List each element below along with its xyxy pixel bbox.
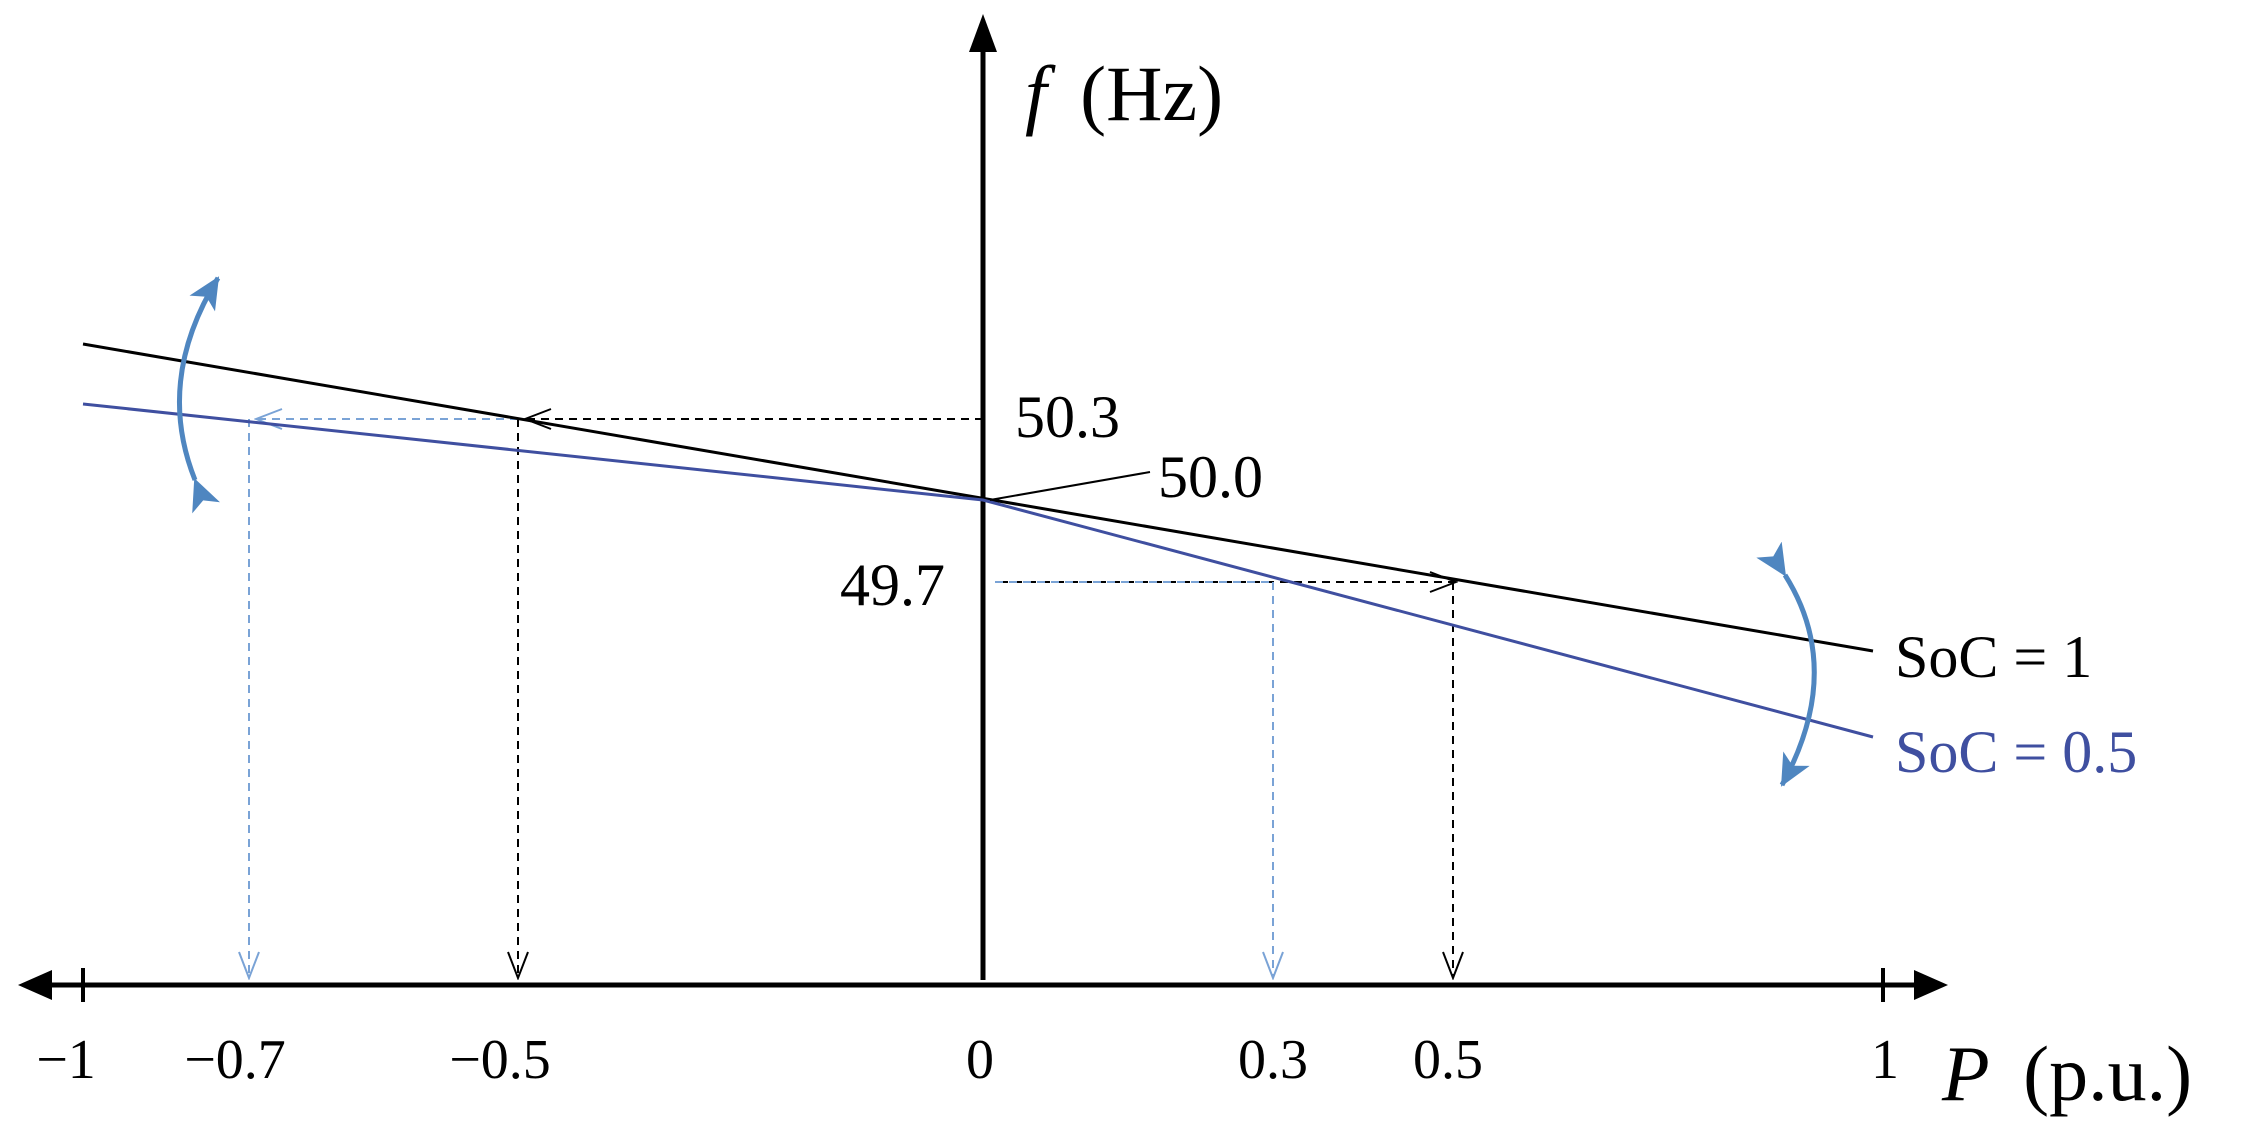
x-tick-label: 0.3 [1238,1029,1308,1091]
x-tick-label: 0 [966,1029,994,1091]
x-tick-label: −1 [36,1029,96,1091]
x-tick-label: 1 [1871,1029,1899,1091]
legend-soc-05: SoC = 0.5 [1895,719,2137,785]
x-tick-labels: −1 −0.7 −0.5 0 0.3 0.5 1 [36,1029,1899,1091]
rotate-arrow-right-icon [1756,541,1817,787]
axes [18,14,1948,1002]
freq-label-high: 50.3 [1015,384,1120,450]
y-axis-title: f (Hz) [1025,50,1223,137]
f-axis-arrow [969,14,997,52]
legend-soc-1: SoC = 1 [1895,624,2092,690]
freq-label-low: 49.7 [840,552,945,618]
rotate-arrow-left-icon [176,276,221,514]
guides-soc-1 [518,419,1456,978]
x-tick-label: 0.5 [1413,1029,1483,1091]
freq-label-nominal: 50.0 [1158,444,1263,510]
y-axis-title-var: f [1025,50,1056,137]
droop-line-soc-05 [82,402,1874,739]
x-axis-title-var: P [1941,1030,1990,1117]
y-axis-title-unit: (Hz) [1080,50,1223,137]
droop-line-soc-1 [82,342,1874,653]
guides-soc-05 [249,419,1273,978]
x-axis-title-unit: (p.u.) [2023,1030,2192,1117]
p-axis-arrow-right [1914,970,1948,1000]
x-tick-label: −0.5 [449,1029,551,1091]
label-leader-50 [989,471,1151,501]
x-tick-label: −0.7 [184,1029,286,1091]
p-axis-arrow-left [18,970,52,1000]
x-axis-title: P (p.u.) [1941,1030,2192,1117]
